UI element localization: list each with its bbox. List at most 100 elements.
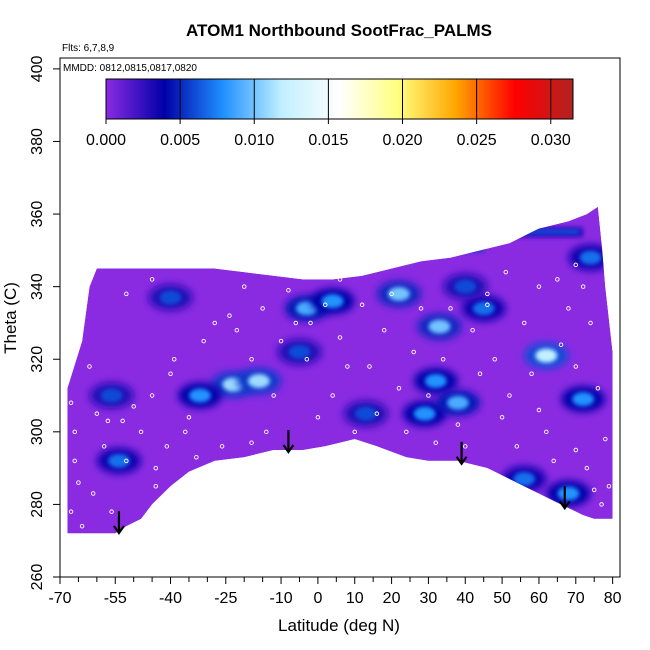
sample-point: [573, 262, 579, 268]
sample-point: [271, 393, 276, 398]
sample-point: [558, 342, 564, 347]
sample-point: [433, 440, 439, 445]
sample-point: [440, 356, 446, 362]
sample-point: [544, 429, 549, 435]
hotspot-core: [513, 472, 536, 487]
sample-point: [264, 429, 269, 435]
sample-point: [503, 269, 509, 275]
colorbar-tick-label: 0.005: [160, 132, 200, 149]
y-axis: 260 280 300 320 340 360 380 400: [29, 55, 60, 590]
heatmap-field: [67, 206, 613, 535]
sample-point: [153, 484, 159, 489]
colorbar: 0.000 0.005 0.010 0.015 0.020 0.025 0.030: [86, 78, 574, 149]
colorbar-tick-label: 0.020: [382, 132, 422, 149]
hotspot-core: [107, 453, 130, 468]
sample-point: [551, 458, 556, 464]
hotspot-core: [354, 406, 377, 421]
hotspot-core: [557, 486, 580, 501]
streak-core: [358, 254, 410, 260]
sample-point: [68, 400, 74, 406]
sample-point: [588, 320, 593, 326]
sample-point: [124, 291, 129, 297]
sample-point: [404, 429, 409, 435]
y-tick-label: 380: [29, 128, 46, 155]
dates-annotation: MMDD: 0812,0815,0817,0820: [63, 63, 197, 74]
streak-halo: [354, 252, 414, 263]
sample-point: [308, 320, 313, 326]
sample-point: [477, 371, 483, 377]
sample-point: [241, 284, 247, 289]
x-axis: -70 -55 -40 -25 -10 0 10 20 30 40 50 60 70 80: [48, 577, 622, 607]
x-tick-label: -55: [104, 590, 127, 607]
arrow-head: [558, 500, 571, 511]
arrow-head: [113, 525, 125, 535]
sample-point: [389, 291, 394, 297]
x-tick-label: 80: [604, 590, 622, 607]
arrows: [113, 429, 571, 535]
sample-point: [304, 356, 310, 362]
sample-point: [603, 436, 608, 442]
y-tick-label: 280: [29, 491, 46, 518]
x-axis-label: Latitude (deg N): [278, 616, 400, 635]
arrow-marker: [455, 441, 468, 466]
sample-point: [234, 327, 240, 333]
sample-point: [514, 444, 520, 449]
streak-halo: [288, 259, 355, 270]
sample-point: [381, 327, 387, 333]
sample-point: [149, 277, 155, 282]
sample-point: [584, 465, 590, 471]
sample-point: [249, 440, 254, 445]
sample-point: [79, 523, 85, 529]
y-tick-label: 260: [29, 564, 46, 591]
x-tick-label: 20: [383, 590, 401, 607]
sample-point: [227, 313, 232, 318]
arrow-marker: [282, 429, 295, 454]
sample-point: [101, 444, 107, 449]
hotspot-core: [579, 250, 602, 265]
sample-point: [105, 418, 111, 424]
y-tick-label: 360: [29, 201, 46, 228]
sample-point: [186, 415, 192, 420]
sample-point: [87, 364, 92, 369]
sample-point: [72, 429, 77, 435]
sample-point: [499, 415, 505, 420]
sample-point: [131, 404, 136, 409]
sample-point: [249, 356, 254, 362]
arrow-marker: [558, 486, 571, 511]
hotspot-core: [446, 395, 469, 410]
arrow-head: [282, 444, 295, 454]
y-tick-label: 340: [29, 273, 46, 300]
hotspot-core: [535, 348, 558, 363]
sample-point: [286, 288, 291, 293]
colorbar-tick-label: 0.030: [531, 132, 571, 149]
sample-point: [315, 415, 321, 420]
plot-frame: [59, 57, 621, 578]
y-tick-label: 300: [29, 418, 46, 445]
colorbar-ticks: 0.000 0.005 0.010 0.015 0.020 0.025 0.030: [86, 79, 571, 149]
sample-point: [153, 465, 159, 471]
sample-point: [168, 371, 173, 377]
colorbar-tick-label: 0.025: [457, 132, 497, 149]
sample-point: [120, 418, 125, 424]
streak-core: [417, 243, 480, 249]
y-axis-label: Theta (C): [1, 282, 20, 354]
y-tick-label: 320: [29, 346, 46, 373]
hotspot-core: [288, 344, 311, 359]
sample-point: [109, 509, 114, 514]
sample-point: [606, 484, 612, 489]
sample-point: [260, 306, 265, 311]
streak-core: [506, 229, 580, 235]
sample-point: [337, 277, 343, 282]
hotspot-core: [321, 294, 344, 309]
sample-point: [293, 320, 299, 326]
sample-point: [367, 364, 372, 369]
sample-point: [76, 480, 81, 485]
sample-point: [352, 429, 357, 435]
sample-point: [278, 338, 284, 344]
hotspot-core: [472, 301, 495, 316]
hotspot-core: [424, 374, 447, 389]
x-tick-label: 0: [313, 590, 322, 607]
sample-point: [138, 429, 144, 435]
hotspot-core: [413, 406, 436, 421]
